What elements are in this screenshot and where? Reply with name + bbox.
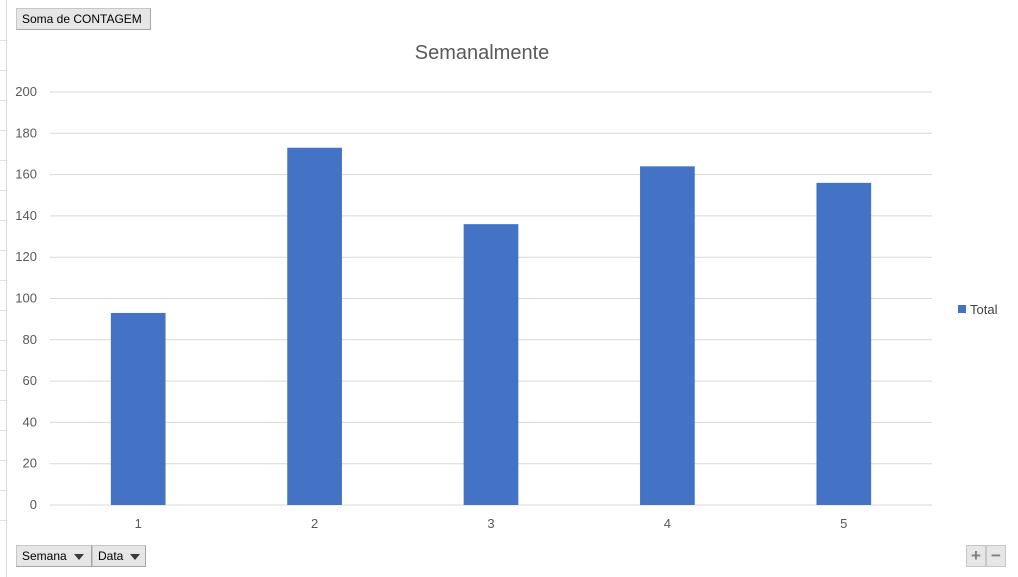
y-tick-label: 160 [15, 167, 37, 182]
bar[interactable] [816, 182, 872, 506]
legend-swatch [958, 305, 966, 313]
axis-field-label: Data [98, 549, 124, 563]
y-tick-label: 140 [15, 208, 37, 223]
bar[interactable] [110, 312, 166, 505]
y-tick-label: 40 [23, 414, 37, 429]
x-tick-label: 2 [311, 516, 318, 531]
dropdown-arrow-icon [73, 553, 84, 560]
x-tick-label: 1 [135, 516, 142, 531]
sheet-edge [0, 0, 7, 577]
collapse-button[interactable]: − [986, 545, 1006, 567]
y-tick-label: 0 [30, 497, 37, 512]
y-tick-label: 100 [15, 291, 37, 306]
bar[interactable] [463, 224, 519, 505]
dropdown-arrow-icon [130, 553, 141, 560]
x-tick-label: 3 [487, 516, 494, 531]
legend: Total [958, 302, 998, 317]
value-field-label: Soma de CONTAGEM [22, 12, 142, 26]
y-tick-label: 20 [23, 456, 37, 471]
y-tick-label: 200 [15, 84, 37, 99]
bar[interactable] [287, 147, 342, 505]
axis-field-label: Semana [22, 549, 67, 563]
chart-title: Semanalmente [415, 42, 550, 64]
bar[interactable] [640, 166, 695, 505]
y-tick-label: 120 [15, 249, 37, 264]
x-tick-label: 5 [840, 516, 847, 531]
y-tick-label: 60 [23, 373, 37, 388]
y-tick-label: 80 [23, 332, 37, 347]
axis-field-button-data[interactable]: Data [92, 545, 146, 567]
legend-label: Total [970, 302, 998, 317]
y-tick-label: 180 [15, 125, 37, 140]
value-field-button[interactable]: Soma de CONTAGEM [16, 8, 151, 30]
x-tick-label: 4 [664, 516, 671, 531]
axis-field-button-semana[interactable]: Semana [16, 545, 92, 567]
expand-button[interactable]: + [966, 545, 986, 567]
